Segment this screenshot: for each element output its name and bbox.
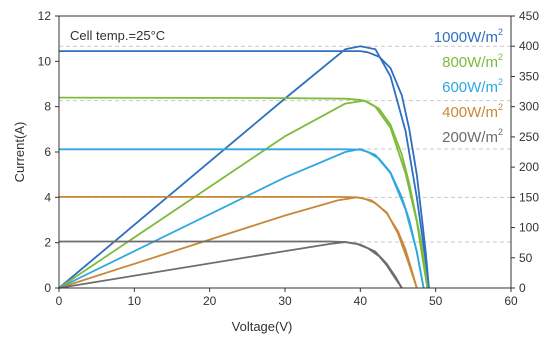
y2-tick-label: 50 — [519, 251, 533, 265]
y-tick-label: 12 — [38, 9, 52, 23]
y2-tick-label: 450 — [519, 9, 539, 23]
x-tick-label: 10 — [128, 294, 142, 308]
legend-label: 600W/m — [442, 79, 498, 96]
y-tick-label: 6 — [44, 145, 51, 159]
legend-superscript: 2 — [498, 27, 503, 37]
legend-item-0: 1000W/m2 — [434, 27, 503, 46]
y2-tick-label: 0 — [519, 281, 526, 295]
x-tick-label: 30 — [278, 294, 292, 308]
y2-tick-label: 350 — [519, 69, 539, 83]
y-tick-label: 8 — [44, 100, 51, 114]
iv-curve-4 — [59, 240, 403, 289]
power-curve-4 — [58, 241, 403, 289]
legend-label: 800W/m — [442, 54, 498, 71]
x-axis-label: Voltage(V) — [232, 319, 293, 334]
power-curve-3 — [58, 196, 418, 289]
legend-superscript: 2 — [498, 102, 503, 112]
y2-tick-label: 400 — [519, 39, 539, 53]
x-tick-label: 20 — [203, 294, 217, 308]
x-tick-label: 40 — [354, 294, 368, 308]
y-tick-label: 2 — [44, 236, 51, 250]
legend-item-4: 200W/m2 — [442, 127, 503, 146]
y2-tick-label: 300 — [519, 100, 539, 114]
y-ticks: 0 2 4 6 8 10 12 — [38, 9, 59, 295]
legend-item-3: 400W/m2 — [442, 102, 503, 121]
power-curve-1 — [58, 99, 429, 289]
power-curve-2 — [58, 148, 425, 289]
y-tick-label: 10 — [38, 54, 52, 68]
x-tick-label: 0 — [56, 294, 63, 308]
y2-tick-label: 250 — [519, 130, 539, 144]
legend-label: 400W/m — [442, 104, 498, 121]
legend-label: 200W/m — [442, 129, 498, 146]
x-ticks: 0 10 20 30 40 50 60 — [56, 288, 518, 308]
y2-tick-label: 100 — [519, 221, 539, 235]
y2-tick-label: 200 — [519, 160, 539, 174]
iv-curve-3 — [59, 196, 418, 289]
legend-item-1: 800W/m2 — [442, 52, 503, 71]
x-tick-label: 50 — [429, 294, 443, 308]
iv-curve-0 — [59, 50, 430, 289]
legend-superscript: 2 — [498, 52, 503, 62]
temperature-annotation: Cell temp.=25°C — [70, 28, 165, 43]
y2-tick-label: 150 — [519, 190, 539, 204]
y-tick-label: 4 — [44, 190, 51, 204]
iv-curve-1 — [58, 96, 429, 289]
power-curve-0 — [58, 45, 430, 289]
legend-superscript: 2 — [498, 77, 503, 87]
y-axis-label: Current(A) — [12, 122, 27, 183]
iv-curve-2 — [59, 148, 425, 289]
legend-superscript: 2 — [498, 127, 503, 137]
curves — [58, 45, 430, 289]
y-tick-label: 0 — [44, 281, 51, 295]
y2-ticks: 0 50 100 150 200 250 300 350 400 450 — [511, 9, 539, 295]
x-tick-label: 60 — [504, 294, 518, 308]
legend-label: 1000W/m — [434, 29, 498, 46]
legend-item-2: 600W/m2 — [442, 77, 503, 96]
